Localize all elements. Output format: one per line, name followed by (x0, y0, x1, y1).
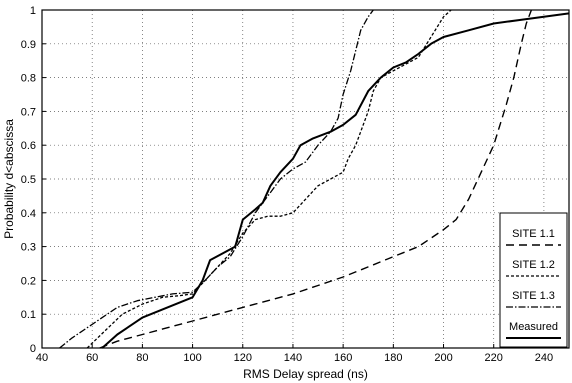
y-tick-label: 0.2 (21, 275, 36, 287)
y-tick-labels: 0 0.1 0.2 0.3 0.4 0.5 0.6 0.7 0.8 0.9 1 (21, 5, 36, 355)
x-tick-label: 180 (384, 352, 402, 364)
y-tick-label: 0.6 (21, 140, 36, 152)
series-line-3 (59, 9, 374, 349)
legend-box (499, 212, 568, 348)
x-tick-labels: 40 60 80 100 120 140 160 180 200 220 240 (36, 352, 553, 364)
series-line-1 (99, 9, 533, 349)
legend-label: SITE 1.1 (512, 228, 555, 240)
x-tick-label: 40 (36, 352, 48, 364)
y-tick-label: 0 (30, 343, 36, 355)
grid-lines (42, 10, 569, 348)
x-axis-label: RMS Delay spread (ns) (243, 367, 368, 381)
legend: SITE 1.1 SITE 1.2 SITE 1.3 Measured (499, 212, 568, 348)
y-tick-label: 0.7 (21, 106, 36, 118)
x-tick-label: 160 (334, 352, 352, 364)
legend-label: Measured (509, 321, 558, 333)
series-line-4 (101, 12, 570, 349)
y-tick-label: 1 (30, 5, 36, 17)
tick-marks (41, 9, 545, 349)
plot-frame (41, 9, 570, 349)
x-tick-label: 200 (434, 352, 452, 364)
y-tick-label: 0.9 (21, 39, 36, 51)
x-tick-label: 220 (485, 352, 503, 364)
y-axis-label: Probability d<abscissa (2, 119, 16, 239)
legend-label: SITE 1.3 (512, 290, 555, 302)
y-tick-label: 0.3 (21, 242, 36, 254)
x-tick-label: 240 (535, 352, 553, 364)
y-tick-label: 0.1 (21, 309, 36, 321)
x-tick-label: 140 (284, 352, 302, 364)
y-tick-label: 0.5 (21, 174, 36, 186)
x-tick-label: 80 (136, 352, 148, 364)
y-tick-label: 0.4 (21, 208, 36, 220)
series-line-2 (86, 9, 452, 349)
x-tick-label: 60 (86, 352, 98, 364)
series-lines (59, 9, 570, 349)
x-tick-label: 120 (234, 352, 252, 364)
y-tick-label: 0.8 (21, 73, 36, 85)
legend-label: SITE 1.2 (512, 259, 555, 271)
x-tick-label: 100 (183, 352, 201, 364)
